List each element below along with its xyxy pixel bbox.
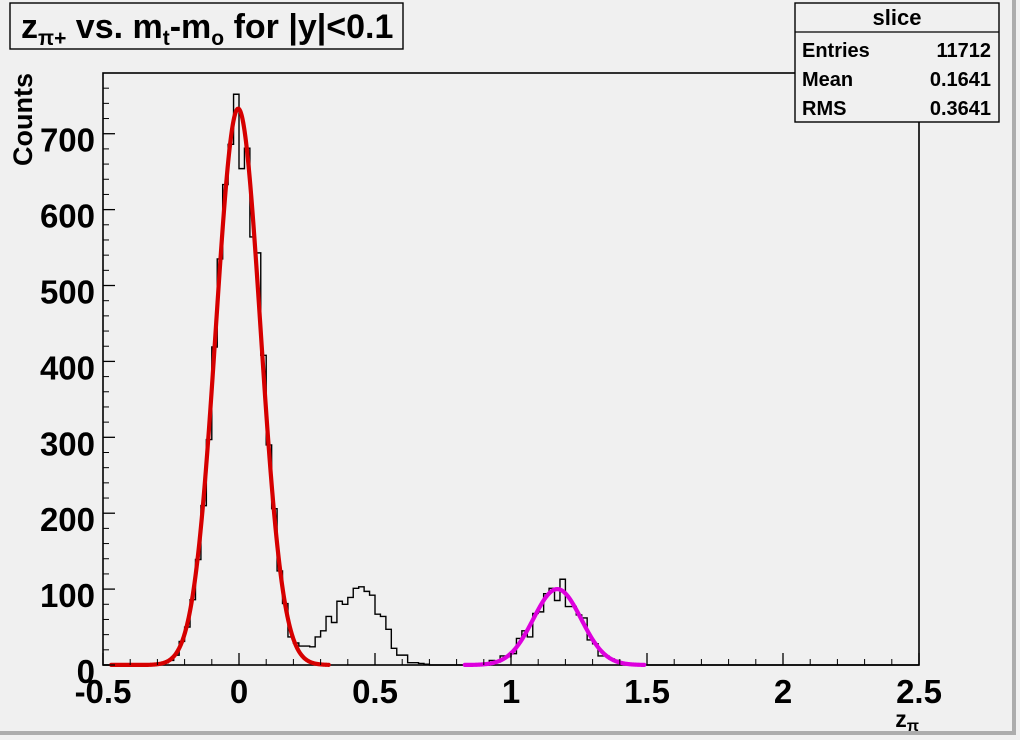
- svg-text:0: 0: [230, 673, 248, 710]
- svg-text:1: 1: [502, 673, 520, 710]
- svg-text:Entries: Entries: [802, 40, 870, 62]
- svg-text:600: 600: [40, 198, 95, 235]
- svg-text:slice: slice: [873, 5, 922, 30]
- svg-text:100: 100: [40, 577, 95, 614]
- svg-text:Mean: Mean: [802, 69, 853, 91]
- svg-text:RMS: RMS: [802, 98, 846, 120]
- svg-text:0.3641: 0.3641: [930, 98, 991, 120]
- svg-text:zπ+ vs. mt-mo for |y|<0.1: zπ+ vs. mt-mo for |y|<0.1: [21, 8, 393, 50]
- svg-text:700: 700: [40, 122, 95, 159]
- svg-text:2.5: 2.5: [896, 673, 942, 710]
- svg-text:400: 400: [40, 349, 95, 386]
- svg-text:0: 0: [77, 653, 95, 690]
- svg-text:1.5: 1.5: [624, 673, 670, 710]
- svg-text:500: 500: [40, 274, 95, 311]
- svg-text:200: 200: [40, 501, 95, 538]
- svg-text:2: 2: [774, 673, 792, 710]
- svg-text:11712: 11712: [936, 40, 991, 62]
- svg-text:0.1641: 0.1641: [930, 69, 991, 91]
- svg-text:300: 300: [40, 425, 95, 462]
- svg-text:0.5: 0.5: [352, 673, 398, 710]
- svg-text:Counts: Counts: [8, 73, 38, 166]
